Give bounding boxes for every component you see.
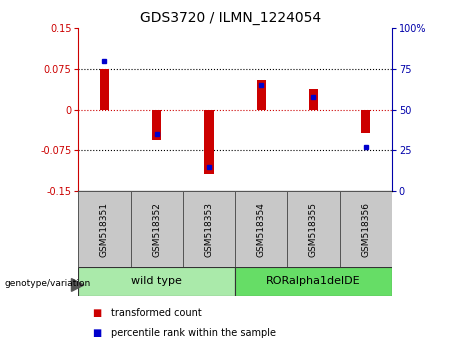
Text: ■: ■: [92, 328, 101, 338]
Text: ■: ■: [92, 308, 101, 318]
FancyBboxPatch shape: [183, 191, 235, 267]
Text: transformed count: transformed count: [111, 308, 201, 318]
Bar: [361, 110, 371, 132]
FancyBboxPatch shape: [235, 191, 287, 267]
Bar: [256, 80, 266, 110]
Bar: [309, 89, 318, 110]
FancyBboxPatch shape: [340, 191, 392, 267]
Bar: [152, 110, 161, 139]
FancyBboxPatch shape: [78, 191, 130, 267]
FancyBboxPatch shape: [78, 267, 235, 296]
Bar: [100, 69, 109, 110]
Text: genotype/variation: genotype/variation: [5, 279, 91, 288]
Polygon shape: [71, 279, 84, 291]
Text: GSM518355: GSM518355: [309, 202, 318, 257]
Text: percentile rank within the sample: percentile rank within the sample: [111, 328, 276, 338]
Text: RORalpha1delDE: RORalpha1delDE: [266, 276, 361, 286]
Text: GDS3720 / ILMN_1224054: GDS3720 / ILMN_1224054: [140, 11, 321, 25]
Text: GSM518351: GSM518351: [100, 202, 109, 257]
Text: wild type: wild type: [131, 276, 182, 286]
Text: GSM518352: GSM518352: [152, 202, 161, 257]
FancyBboxPatch shape: [130, 191, 183, 267]
FancyBboxPatch shape: [287, 191, 340, 267]
Text: GSM518356: GSM518356: [361, 202, 370, 257]
FancyBboxPatch shape: [235, 267, 392, 296]
Text: GSM518354: GSM518354: [257, 202, 266, 257]
Text: GSM518353: GSM518353: [205, 202, 213, 257]
Bar: [204, 110, 214, 174]
